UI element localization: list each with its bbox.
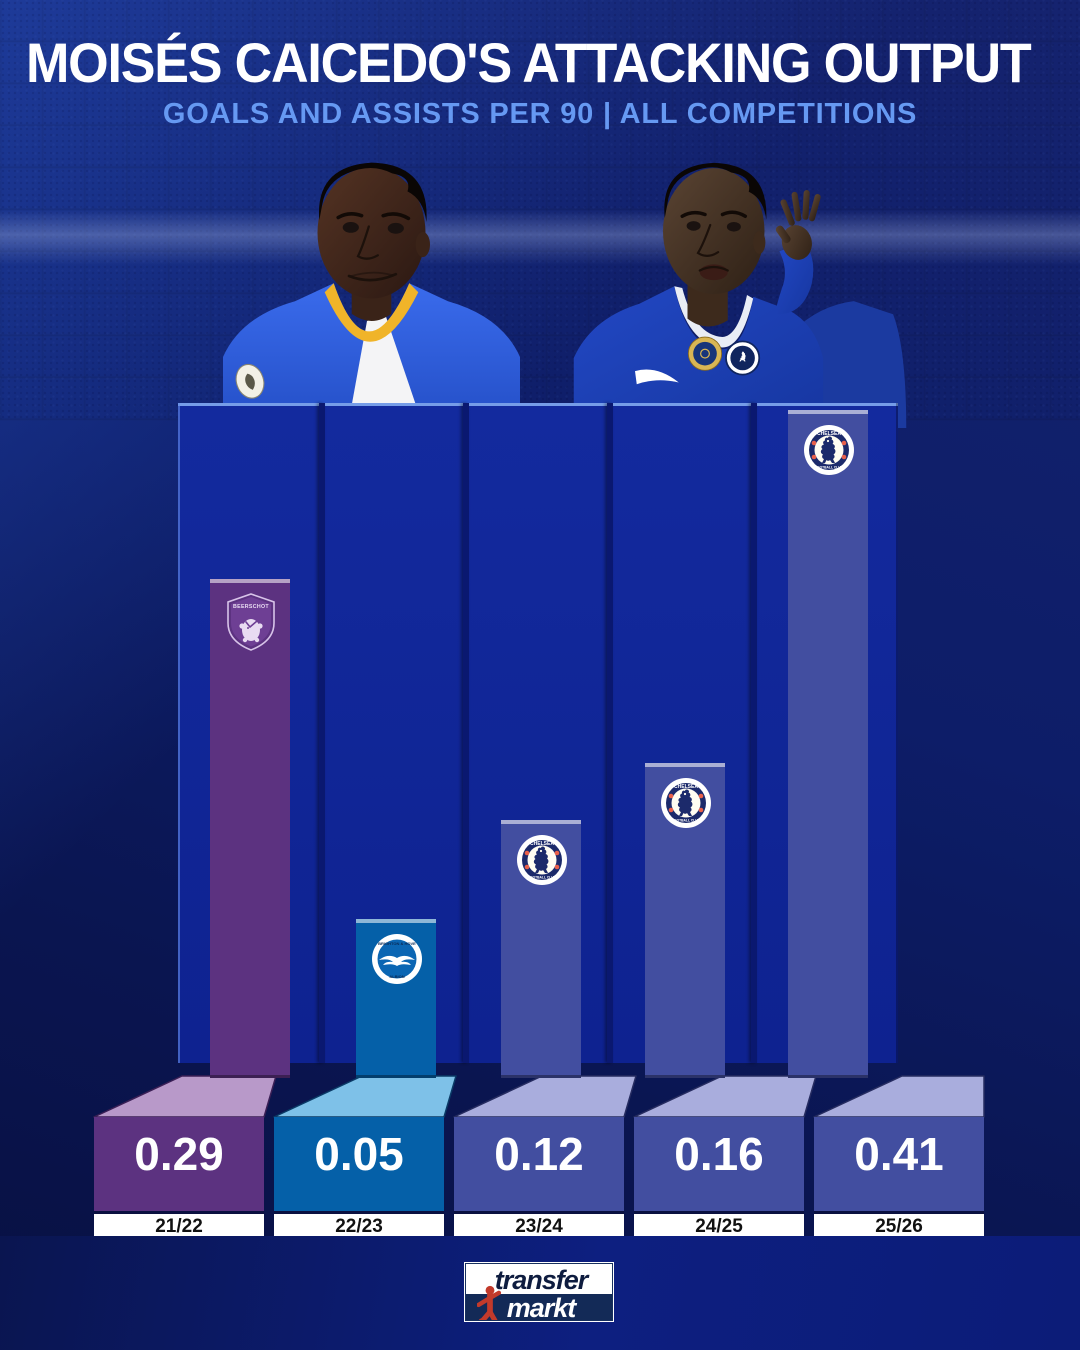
svg-text:CHELSEA: CHELSEA [817, 431, 841, 437]
svg-text:CHELSEA: CHELSEA [674, 784, 698, 790]
svg-text:BEERSCHOT: BEERSCHOT [233, 604, 269, 610]
svg-text:CHELSEA: CHELSEA [530, 841, 554, 847]
svg-text:FOOTBALL CLUB: FOOTBALL CLUB [672, 819, 701, 823]
svg-text:BRIGHTON & HOVE: BRIGHTON & HOVE [378, 941, 416, 946]
svg-text:FOOTBALL CLUB: FOOTBALL CLUB [815, 466, 844, 470]
svg-text:ALBION: ALBION [389, 974, 404, 979]
svg-text:FOOTBALL CLUB: FOOTBALL CLUB [528, 876, 557, 880]
